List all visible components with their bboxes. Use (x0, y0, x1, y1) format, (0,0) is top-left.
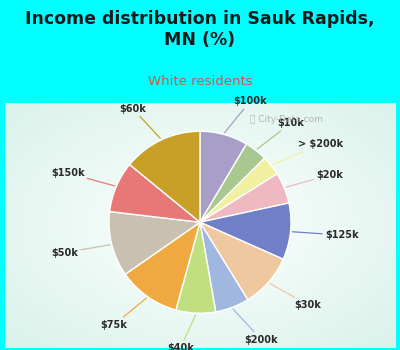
Text: $40k: $40k (167, 315, 196, 350)
Wedge shape (176, 222, 216, 313)
Wedge shape (200, 222, 248, 312)
Wedge shape (200, 131, 246, 222)
Text: White residents: White residents (148, 75, 252, 89)
Text: $20k: $20k (286, 170, 343, 187)
Wedge shape (200, 174, 289, 222)
Text: $10k: $10k (257, 118, 304, 149)
Text: $30k: $30k (270, 284, 322, 310)
Text: $150k: $150k (51, 168, 115, 186)
Wedge shape (200, 144, 265, 222)
Wedge shape (130, 131, 200, 222)
Wedge shape (200, 222, 283, 300)
Text: $100k: $100k (225, 96, 267, 133)
Text: Income distribution in Sauk Rapids,
MN (%): Income distribution in Sauk Rapids, MN (… (25, 10, 375, 49)
Wedge shape (125, 222, 200, 310)
Wedge shape (110, 164, 200, 222)
Text: ⓘ City-Data.com: ⓘ City-Data.com (250, 116, 323, 124)
Text: $75k: $75k (100, 298, 146, 330)
Text: $60k: $60k (120, 104, 160, 138)
Text: $200k: $200k (233, 309, 278, 345)
Wedge shape (200, 203, 291, 259)
Wedge shape (200, 158, 277, 222)
Wedge shape (109, 211, 200, 274)
Text: $50k: $50k (51, 245, 110, 258)
Text: $125k: $125k (292, 230, 358, 240)
Text: > $200k: > $200k (273, 139, 344, 164)
